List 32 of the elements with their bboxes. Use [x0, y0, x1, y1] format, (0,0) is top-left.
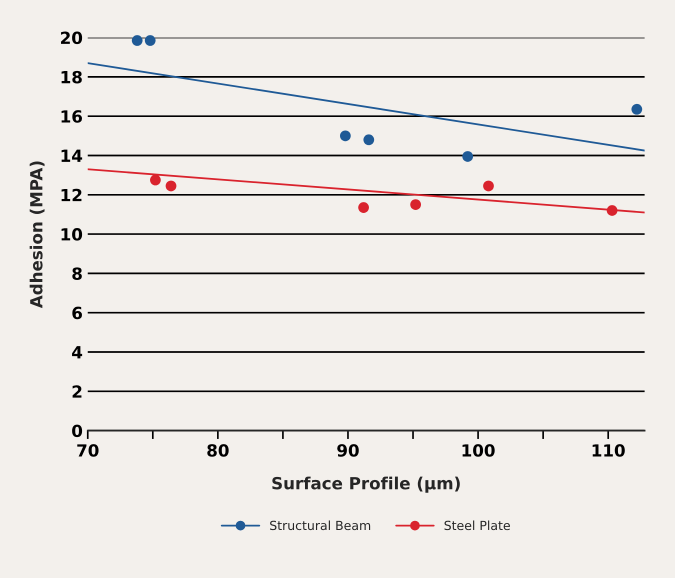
point: [358, 202, 369, 213]
x-axis-title: Surface Profile (µm): [272, 476, 460, 493]
y-tick-label: 2: [72, 385, 82, 398]
x-tick-label: 110: [592, 444, 625, 457]
y-tick-label: 4: [72, 346, 82, 358]
point: [132, 35, 143, 46]
x-tick-label: 100: [462, 444, 495, 457]
y-tick-label: 0: [72, 424, 82, 438]
point: [340, 130, 351, 142]
legend-label: Structural Beam: [270, 520, 370, 530]
point: [363, 134, 374, 146]
y-tick-label: 6: [72, 306, 82, 320]
y-tick-label: 16: [62, 110, 82, 123]
point: [462, 151, 474, 162]
y-tick-label: 18: [62, 70, 82, 84]
y-axis-title: Adhesion (MPA): [30, 161, 45, 308]
point: [606, 205, 618, 216]
point: [150, 174, 161, 186]
x-tick-label: 90: [337, 444, 359, 457]
x-tick-label: 80: [207, 444, 229, 457]
y-tick-label: 12: [62, 188, 82, 202]
x-tick-label: 70: [77, 444, 99, 457]
point: [144, 35, 156, 46]
point: [166, 180, 176, 192]
point: [410, 199, 422, 210]
y-tick-label: 10: [62, 228, 82, 241]
point: [483, 180, 494, 192]
point: [631, 104, 642, 115]
legend-label: Steel Plate: [444, 520, 510, 530]
y-tick-label: 8: [72, 267, 82, 280]
y-tick-label: 20: [61, 32, 82, 44]
y-tick-label: 14: [62, 150, 82, 162]
